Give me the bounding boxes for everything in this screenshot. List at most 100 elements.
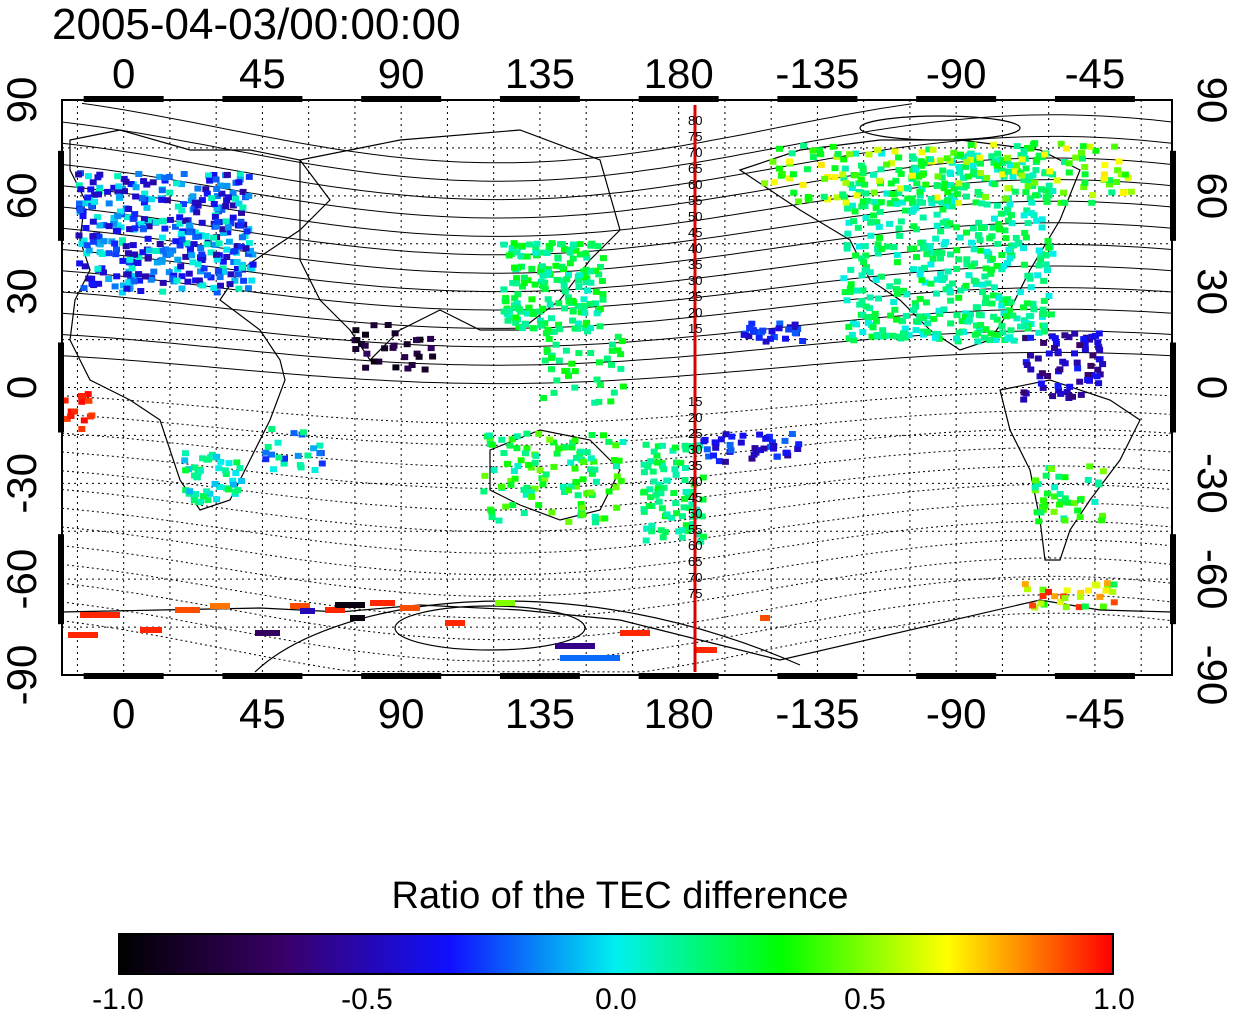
tec-patch (574, 303, 582, 310)
tec-patch (518, 263, 525, 270)
tec-patch (207, 249, 215, 256)
tec-patch (913, 180, 921, 187)
tec-patch (670, 490, 678, 496)
tec-patch (937, 271, 945, 278)
tec-patch (63, 415, 71, 422)
tec-patch (1101, 162, 1109, 168)
tec-patch (223, 182, 231, 189)
tec-patch (1018, 172, 1026, 179)
tec-patch (893, 259, 901, 266)
tec-patch (229, 202, 237, 209)
tec-patch (587, 325, 595, 331)
tec-patch (897, 218, 905, 225)
tec-patch (1045, 293, 1053, 299)
tec-patch (997, 210, 1005, 217)
tec-patch (189, 259, 197, 266)
tec-patch (235, 285, 243, 292)
tec-patch (1086, 463, 1094, 470)
meridian-label: 15 (688, 321, 702, 336)
tec-patch (1093, 373, 1101, 380)
tec-patch (198, 257, 206, 263)
tec-patch (998, 266, 1006, 273)
tec-patch (132, 193, 140, 200)
tec-patch (561, 489, 568, 495)
tec-patch (166, 250, 174, 257)
tec-patch (595, 271, 603, 278)
tec-patch (789, 171, 797, 178)
tec-patch (910, 266, 917, 273)
tec-patch (920, 331, 927, 338)
tec-patch (1016, 289, 1024, 296)
tec-patch (990, 313, 998, 320)
tec-patch (1013, 143, 1021, 150)
tec-patch (886, 200, 894, 207)
tec-patch (85, 173, 92, 180)
tec-patch (1049, 188, 1057, 194)
tec-patch (208, 195, 216, 202)
tec-patch (876, 234, 884, 241)
tec-patch (200, 493, 207, 500)
tec-patch (1006, 255, 1014, 262)
tec-patch (933, 276, 941, 283)
tec-patch (930, 315, 938, 322)
tec-patch (1002, 235, 1010, 242)
tec-patch (893, 290, 901, 297)
tec-patch (1065, 334, 1073, 341)
tec-patch (890, 299, 898, 306)
tec-patch (854, 224, 862, 231)
tec-patch (175, 607, 200, 613)
tec-patch (887, 180, 895, 187)
tec-patch (544, 326, 552, 333)
tec-patch (94, 214, 102, 221)
tec-patch (858, 203, 866, 210)
tec-patch (1051, 493, 1059, 500)
tec-patch (230, 481, 237, 488)
tec-patch (918, 149, 926, 156)
tec-patch (1081, 341, 1089, 348)
tec-patch (94, 174, 102, 181)
tec-patch (848, 185, 856, 192)
tec-patch (1076, 342, 1084, 349)
tec-patch (912, 327, 920, 334)
tec-patch (1000, 310, 1008, 317)
tec-patch (495, 517, 503, 524)
tec-patch (653, 452, 661, 459)
tec-patch (613, 473, 621, 480)
tec-patch (847, 181, 855, 188)
tec-patch (1039, 311, 1046, 318)
tec-patch (238, 234, 246, 241)
tec-patch (778, 171, 786, 177)
tec-patch (613, 463, 620, 470)
tec-patch (994, 240, 1002, 247)
tec-patch (1114, 167, 1122, 174)
tec-patch (591, 399, 599, 406)
tec-patch (673, 459, 680, 466)
tec-patch (675, 528, 683, 535)
tec-patch (504, 460, 511, 467)
tec-patch (234, 265, 241, 272)
tec-patch (202, 233, 210, 240)
tec-patch (614, 347, 622, 354)
tec-patch (222, 218, 230, 225)
tec-patch (642, 537, 650, 544)
tec-patch (963, 159, 971, 165)
tec-patch (119, 237, 126, 244)
tec-patch (908, 172, 916, 179)
tec-patch (942, 239, 950, 246)
tec-patch (96, 241, 104, 248)
tec-patch (1104, 580, 1112, 587)
tec-patch (536, 467, 544, 474)
tec-patch (1081, 179, 1089, 186)
tec-patch (913, 254, 920, 261)
tec-patch (316, 442, 324, 449)
tec-patch (264, 443, 272, 450)
tec-patch (913, 318, 920, 325)
tec-patch (976, 237, 984, 244)
tec-patch (542, 330, 550, 337)
tec-patch (502, 298, 510, 305)
tec-patch (809, 154, 817, 161)
tec-patch (1049, 393, 1057, 400)
tec-patch (1098, 517, 1106, 524)
tec-patch (1020, 396, 1028, 403)
tec-patch (587, 466, 595, 473)
